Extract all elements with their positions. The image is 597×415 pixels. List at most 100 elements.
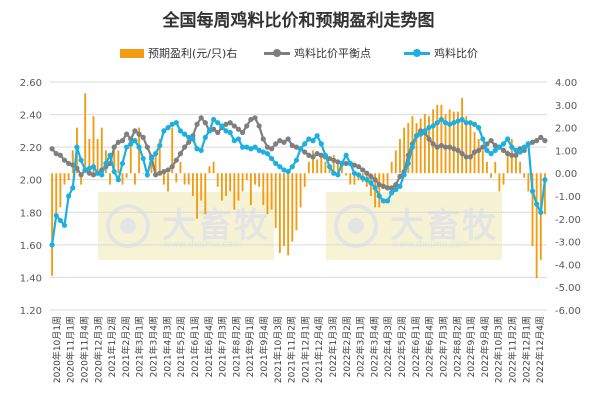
left-axis-tick-label: 1.80 <box>20 208 42 219</box>
watermark-logo-icon <box>334 204 378 248</box>
profit-bar <box>440 104 443 174</box>
x-axis-tick-label: 2021年9月4周 <box>258 316 270 377</box>
ratio-point <box>153 151 159 157</box>
profit-bar <box>208 166 211 174</box>
profit-bar <box>477 139 480 174</box>
profit-bar <box>531 173 534 247</box>
balance-point <box>355 164 362 170</box>
profit-bar <box>100 127 103 174</box>
profit-bar <box>436 104 439 174</box>
right-axis-tick-label: 0.00 <box>555 169 577 180</box>
ratio-point <box>455 118 461 124</box>
ratio-point <box>235 136 242 142</box>
profit-bar <box>225 173 227 196</box>
profit-bar <box>399 139 401 174</box>
profit-bar <box>523 173 526 178</box>
ratio-point <box>190 136 196 142</box>
x-axis-tick-label: 2021年4月3周 <box>161 316 173 377</box>
x-axis-tick-label: 2021年8月2周 <box>230 316 242 377</box>
x-axis-tick-label: 2021年6月1周 <box>189 316 201 377</box>
balance-point <box>144 144 150 150</box>
ratio-point <box>198 147 204 153</box>
profit-bar <box>527 173 530 192</box>
right-axis-tick-label: 3.00 <box>555 101 577 112</box>
balance-point <box>227 120 233 126</box>
ratio-point <box>529 188 536 194</box>
profit-bar <box>249 173 252 206</box>
x-axis-tick-label: 2021年3月4周 <box>148 316 160 377</box>
right-axis-tick-label: -2.00 <box>555 215 581 226</box>
profit-bar <box>299 173 302 208</box>
balance-point <box>447 144 453 150</box>
balance-point <box>476 147 482 153</box>
balance-point <box>463 154 469 160</box>
profit-bar <box>241 173 244 192</box>
balance-point <box>455 147 461 153</box>
profit-bar <box>175 173 178 183</box>
balance-point <box>393 182 399 188</box>
balance-point <box>264 144 271 150</box>
ratio-point <box>430 123 436 129</box>
profit-bar <box>262 173 265 206</box>
right-axis-tick-label: 4.00 <box>555 78 577 89</box>
ratio-point <box>95 170 101 176</box>
profit-bar <box>332 154 335 174</box>
profit-bar <box>113 150 116 174</box>
balance-point <box>132 128 138 134</box>
ratio-point <box>484 147 490 153</box>
balance-point <box>285 136 291 142</box>
balance-point <box>239 129 246 136</box>
x-axis-tick-label: 2022年10月3周 <box>493 316 505 383</box>
ratio-point <box>496 144 502 150</box>
balance-point <box>140 134 146 140</box>
ratio-point <box>343 152 349 158</box>
balance-point <box>157 170 163 176</box>
balance-point <box>368 173 374 180</box>
balance-point <box>492 142 498 149</box>
balance-point <box>198 115 204 121</box>
profit-bar <box>390 161 393 174</box>
balance-point <box>289 142 295 149</box>
profit-bar <box>506 150 509 174</box>
x-axis-tick-label: 2021年12月1周 <box>299 316 311 383</box>
ratio-point <box>471 121 478 127</box>
ratio-point <box>194 146 200 152</box>
profit-bar <box>150 161 153 174</box>
profit-bar <box>423 113 426 174</box>
balance-point <box>542 138 548 144</box>
profit-bar <box>382 173 385 190</box>
left-axis-tick-label: 2.00 <box>20 176 42 187</box>
ratio-point <box>438 116 444 123</box>
profit-bar <box>183 173 186 185</box>
x-axis-tick-label: 2020年10月1周 <box>51 316 63 383</box>
balance-point <box>459 151 465 157</box>
profit-bar <box>80 173 82 185</box>
ratio-point <box>173 120 179 126</box>
profit-bar <box>63 173 66 185</box>
profit-bar <box>295 173 298 231</box>
ratio-point <box>119 160 126 167</box>
profit-bar <box>444 113 447 174</box>
x-axis-tick-label: 2021年5月2周 <box>175 316 187 377</box>
profit-bar <box>167 173 169 192</box>
ratio-point <box>538 209 544 215</box>
legend: 预期盈利(元/只)右 鸡料比价平衡点 鸡料比价 <box>0 44 597 62</box>
balance-point <box>335 159 341 165</box>
ratio-point <box>447 121 453 127</box>
ratio-point <box>157 142 163 149</box>
balance-point <box>177 151 184 157</box>
profit-bar <box>51 173 54 276</box>
right-axis-tick-label: 2.00 <box>555 124 577 135</box>
balance-point <box>111 144 117 150</box>
balance-point <box>194 121 200 127</box>
profit-bar <box>494 161 497 174</box>
ratio-point <box>215 120 221 126</box>
legend-label-profit: 预期盈利(元/只)右 <box>148 47 238 60</box>
profit-bar <box>233 173 236 210</box>
balance-point <box>310 154 316 160</box>
balance-point <box>153 172 159 178</box>
balance-point <box>186 139 192 145</box>
ratio-point <box>306 136 312 142</box>
left-axis-tick-label: 2.40 <box>20 111 42 122</box>
